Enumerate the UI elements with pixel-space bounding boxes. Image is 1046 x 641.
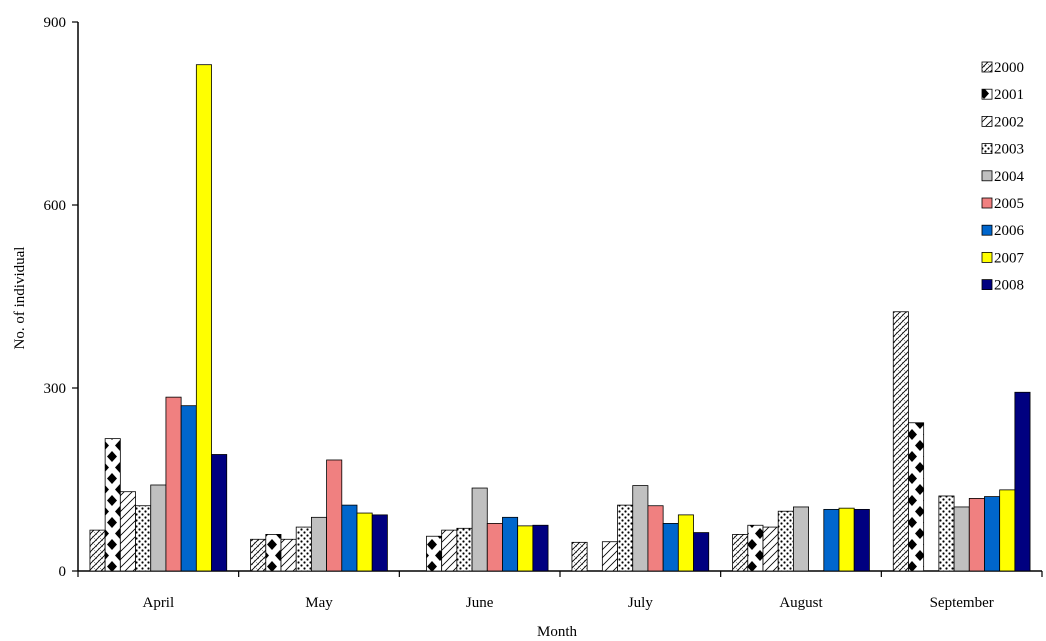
legend-swatch [981,143,993,155]
legend-label: 2006 [994,223,1025,239]
x-tick-label: June [466,595,494,611]
bar-2008-april [211,454,228,572]
bar-2004-may [310,516,327,572]
y-tick-label: 600 [44,198,67,214]
y-axis-title: No. of individual [12,247,28,350]
bar-2003-may [295,526,312,572]
bar-2005-july [647,505,664,572]
y-tick-label: 0 [59,564,67,580]
axes: 0 300 600 900 April May June July August Septembe… [44,15,1043,611]
bar-2008-september [1014,391,1031,572]
legend-swatch [981,170,993,182]
bar-2000-july [571,541,588,572]
bar-2004-july [632,485,649,572]
bar-2007-august [838,507,855,572]
x-axis-title: Month [537,624,578,640]
legend-label: 2008 [994,278,1024,294]
bar-2003-april [135,505,152,572]
legend-label: 2000 [994,60,1024,76]
bar-2002-june [441,529,458,572]
bar-2008-june [532,524,549,572]
bar-2006-april [180,405,197,572]
legend-swatch [981,61,993,73]
bar-2002-july [601,541,618,572]
bar-2007-may [356,512,373,572]
bar-2007-april [195,64,212,572]
bar-2005-april [165,396,182,572]
bar-2000-april [89,529,106,572]
bar-2005-september [968,498,985,572]
legend: 2000 2001 2002 2003 2004 2005 2006 2007 2008 [981,60,1025,294]
legend-swatch [981,279,993,291]
legend-swatch [981,116,993,127]
bars [89,64,1031,572]
bar-2008-may [371,514,388,572]
legend-swatch [981,224,993,236]
bar-2006-june [502,516,519,572]
bar-2004-june [471,487,488,572]
y-tick-label: 900 [44,15,67,31]
bar-2007-september [999,489,1016,572]
legend-label: 2002 [994,114,1024,130]
bar-2002-august [762,526,779,572]
y-tick-label: 300 [44,381,67,397]
legend-swatch [981,251,993,263]
x-tick-label: August [779,595,823,611]
bar-2008-july [693,532,710,572]
bar-2002-may [280,538,297,572]
legend-label: 2005 [994,196,1024,212]
legend-label: 2001 [994,87,1024,103]
bar-2006-september [984,496,1001,572]
legend-label: 2003 [994,142,1024,158]
bar-2005-june [486,523,503,572]
bar-2001-september [908,422,925,572]
legend-label: 2004 [994,169,1025,185]
legend-label: 2007 [994,250,1025,266]
bar-2003-september [938,495,955,572]
bar-2006-may [341,504,358,572]
bar-2008-august [853,508,870,572]
bar-2000-september [892,311,909,572]
bar-2000-august [732,534,749,572]
bar-2003-august [777,510,794,572]
bar-2001-june [426,535,443,572]
bar-2006-august [823,508,840,572]
x-tick-label: September [930,595,994,611]
x-tick-label: April [142,595,174,611]
legend-swatch [981,88,993,100]
bar-2000-may [250,538,267,572]
bar-2005-may [326,459,343,572]
bar-2007-july [677,514,694,572]
bar-2004-august [793,506,810,572]
x-tick-label: May [305,595,333,611]
bar-2007-june [517,525,534,572]
bar-2001-may [265,534,282,572]
legend-swatch [981,197,993,209]
bar-2004-september [953,506,970,572]
bar-2001-april [104,438,121,572]
x-tick-label: July [628,595,654,611]
bar-2001-august [747,524,764,572]
bar-2004-april [150,484,167,572]
bar-2003-july [617,504,634,572]
bar-2002-april [119,491,136,572]
bar-2003-june [456,527,473,572]
bar-2006-july [662,523,679,572]
